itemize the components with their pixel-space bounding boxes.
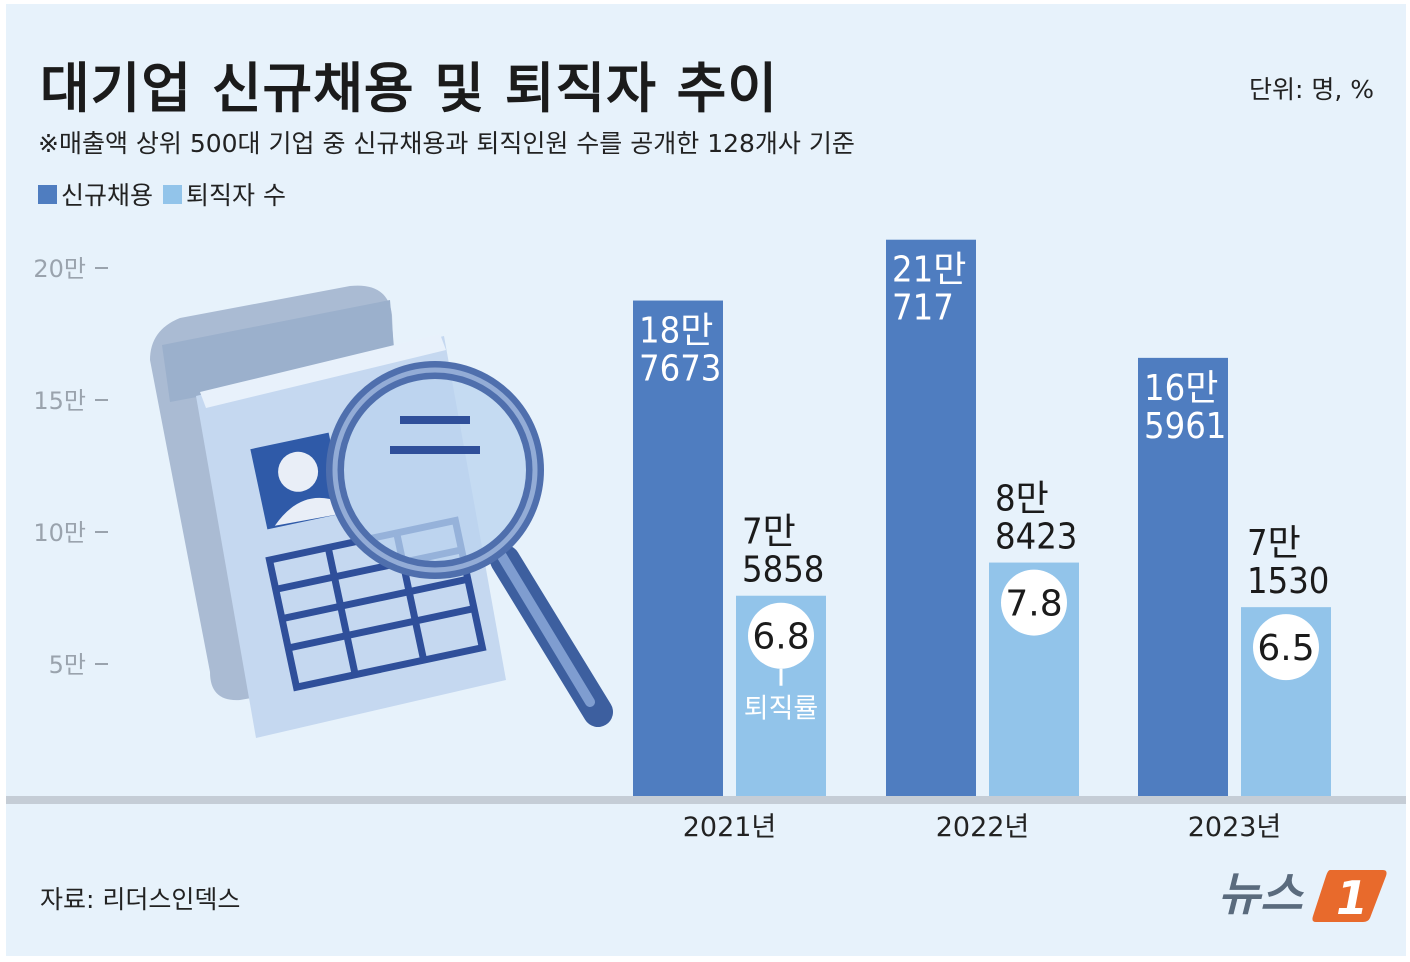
x-category-label: 2022년 — [936, 812, 1030, 843]
document-magnifier-icon — [150, 285, 613, 738]
legend-item-new-hires: 신규채용 — [38, 176, 153, 212]
y-tick-label: 15만 — [33, 387, 86, 415]
legend-swatch-retirees — [163, 184, 183, 204]
svg-text:뉴스: 뉴스 — [1218, 867, 1304, 921]
svg-text:1: 1 — [1336, 871, 1368, 925]
legend-item-retirees: 퇴직자 수 — [163, 176, 286, 212]
legend-swatch-new-hires — [38, 184, 57, 204]
chart-note: ※매출액 상위 500대 기업 중 신규채용과 퇴직인원 수를 공개한 128개… — [38, 129, 855, 158]
bar-value-label: 18만 — [639, 311, 713, 352]
bar-new-hires — [1138, 357, 1228, 796]
rate-label: 6.5 — [1257, 628, 1314, 669]
bar-value-label: 1530 — [1247, 561, 1329, 602]
chart-title: 대기업 신규채용 및 퇴직자 추이 — [40, 57, 779, 120]
news1-logo: 뉴스 1 — [1218, 867, 1387, 925]
legend-label-new-hires: 신규채용 — [61, 181, 154, 210]
bar-value-label: 21만 — [892, 250, 966, 291]
rate-label: 6.8 — [752, 617, 809, 658]
y-tick-label: 20만 — [33, 255, 86, 283]
x-category-label: 2021년 — [683, 812, 777, 843]
rate-badge — [1001, 569, 1067, 636]
y-tick-label: 5만 — [49, 651, 86, 679]
rate-label: 7.8 — [1005, 584, 1062, 625]
rate-badge — [748, 602, 814, 669]
legend: 신규채용 퇴직자 수 — [38, 176, 296, 212]
bar-value-label: 8만 — [995, 479, 1049, 520]
y-tick-label: 10만 — [33, 519, 86, 547]
bar-value-label: 8423 — [995, 517, 1077, 558]
bar-value-label: 16만 — [1144, 368, 1218, 409]
bar-value-label: 5858 — [742, 550, 824, 591]
unit-label: 단위: 명, % — [1248, 75, 1374, 104]
legend-label-retirees: 퇴직자 수 — [186, 181, 286, 210]
rate-annotation-label: 퇴직률 — [744, 694, 819, 725]
x-category-label: 2023년 — [1188, 812, 1282, 843]
floor-band — [6, 796, 1406, 804]
bar-value-label: 7만 — [1247, 523, 1301, 564]
bar-value-label: 7673 — [639, 349, 721, 390]
bar-new-hires — [886, 239, 976, 796]
bar-value-label: 717 — [892, 288, 954, 329]
y-axis: 5만 10만 15만 20만 — [33, 255, 108, 679]
bar-new-hires — [633, 300, 723, 796]
bar-value-label: 5961 — [1144, 406, 1226, 447]
source-label: 자료: 리더스인덱스 — [40, 885, 241, 914]
rate-badge — [1253, 614, 1319, 681]
bar-value-label: 7만 — [742, 512, 796, 553]
bars: 18만76737만58586.8퇴직률2021년21만7178만84237.82… — [633, 239, 1331, 843]
